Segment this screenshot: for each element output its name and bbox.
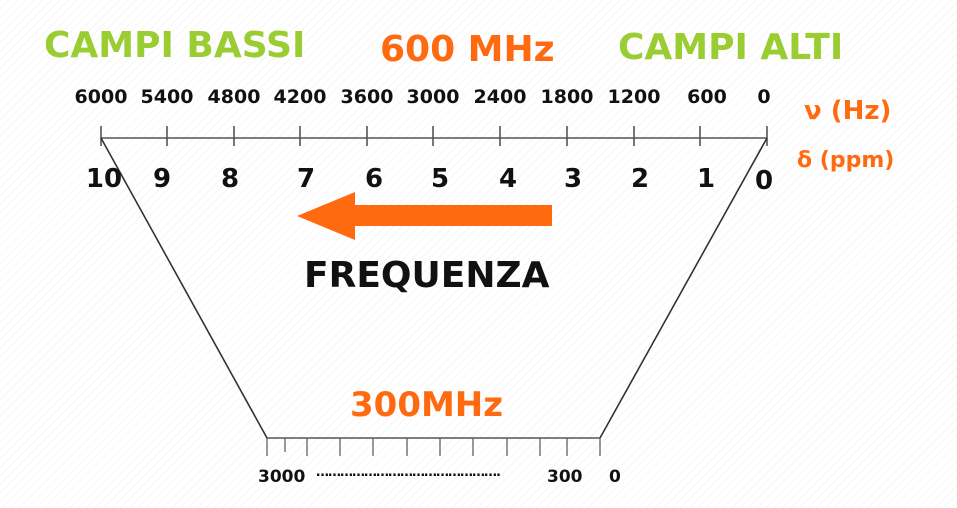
ppm-tick-label: 3 [563,164,583,194]
ppm-tick-label: 1 [696,164,716,194]
hz-tick-label: 1200 [607,86,661,108]
hz-unit-label: ν (Hz) [804,96,892,126]
ppm-tick-label: 9 [152,164,172,194]
mhz300-scale-end: 0 [609,467,621,487]
hz-axis-ticks [100,126,768,146]
frequency-label: FREQUENZA [304,255,550,296]
hz-tick-label: 4800 [207,86,261,108]
ppm-tick-label: 6 [364,164,384,194]
hz-tick-label: 5400 [140,86,194,108]
hz-tick-label: 0 [757,86,771,108]
mhz300-scale-start: 3000 [258,467,306,487]
ppm-tick-label: 4 [498,164,518,194]
ppm-tick-label: 7 [296,164,316,194]
low-field-title: CAMPI BASSI [44,25,306,66]
mhz300-title: 300MHz [350,385,504,425]
ppm-tick-label: 2 [630,164,650,194]
trapezoid-right-edge [599,137,768,439]
hz-tick-label: 6000 [74,86,128,108]
hz-tick-label: 2400 [473,86,527,108]
hz-tick-label: 3600 [340,86,394,108]
ppm-tick-label: 0 [754,166,774,196]
high-field-title: CAMPI ALTI [618,27,844,68]
hz-tick-label: 3000 [406,86,460,108]
mhz300-scale-mid: 300 [547,467,583,487]
ppm-tick-label: 5 [430,164,450,194]
ppm-tick-label: 10 [85,164,123,194]
ppm-unit-label: δ (ppm) [797,148,895,173]
hz-tick-label: 4200 [273,86,327,108]
mhz300-axis-ticks [266,438,601,456]
ppm-tick-label: 8 [220,164,240,194]
mhz300-scale-dots: ………………………………………. [316,465,501,480]
frequency-arrow-icon [297,192,552,240]
hz-tick-label: 1800 [540,86,594,108]
hz-tick-label: 600 [687,86,727,108]
frequency-title: 600 MHz [380,29,555,70]
trapezoid-left-edge [100,137,268,439]
